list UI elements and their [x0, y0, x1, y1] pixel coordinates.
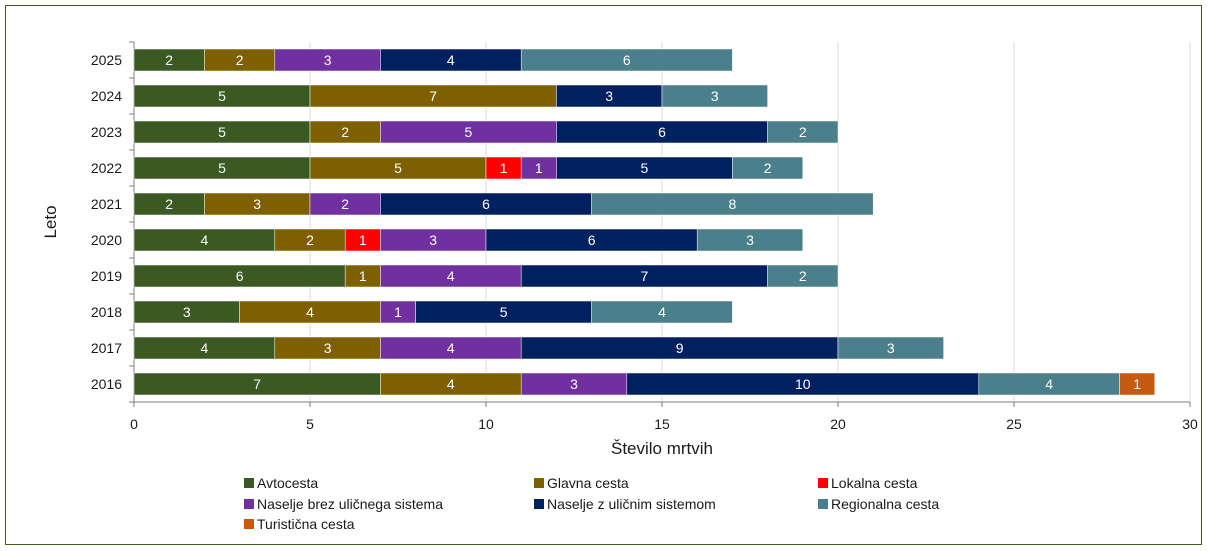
x-tick-label: 15: [654, 416, 670, 432]
bar-value-label: 1: [500, 160, 508, 176]
bar-value-label: 5: [218, 88, 226, 104]
bar-segment: [767, 120, 839, 144]
legend-swatch: [534, 478, 544, 488]
bar-value-label: 1: [535, 160, 543, 176]
x-tick-label: 25: [1006, 416, 1022, 432]
bar-value-label: 3: [429, 232, 437, 248]
bar-value-label: 7: [641, 268, 649, 284]
legend-label: Naselje brez uličnega sistema: [257, 496, 443, 512]
x-tick-label: 5: [306, 416, 314, 432]
bar-value-label: 3: [183, 304, 191, 320]
x-tick-label: 10: [478, 416, 494, 432]
bar-segment: [1119, 372, 1156, 396]
bar-value-label: 5: [641, 160, 649, 176]
bar-value-label: 4: [447, 340, 455, 356]
bar-value-label: 6: [236, 268, 244, 284]
bar-value-label: 1: [359, 232, 367, 248]
bar-value-label: 5: [465, 124, 473, 140]
bar-value-label: 6: [623, 52, 631, 68]
bar-value-label: 3: [324, 340, 332, 356]
legend-label: Lokalna cesta: [831, 475, 918, 491]
legend-swatch: [244, 519, 254, 529]
bar-value-label: 3: [570, 376, 578, 392]
bar-value-label: 2: [764, 160, 772, 176]
y-tick-label: 2021: [91, 196, 122, 212]
legend-label: Turistična cesta: [257, 516, 355, 532]
y-tick-label: 2017: [91, 340, 122, 356]
y-tick-label: 2020: [91, 232, 122, 248]
legend-label: Avtocesta: [257, 475, 318, 491]
bar-segment: [732, 156, 804, 180]
bar-value-label: 2: [341, 124, 349, 140]
legend-label: Glavna cesta: [547, 475, 629, 491]
legend-label: Regionalna cesta: [831, 496, 939, 512]
bar-value-label: 5: [218, 124, 226, 140]
y-tick-label: 2016: [91, 376, 122, 392]
y-tick-label: 2024: [91, 88, 122, 104]
bar-value-label: 3: [711, 88, 719, 104]
legend-swatch: [244, 499, 254, 509]
bar-value-label: 4: [447, 52, 455, 68]
bar-value-label: 5: [500, 304, 508, 320]
bar-value-label: 4: [201, 340, 209, 356]
x-tick-label: 30: [1182, 416, 1198, 432]
legend-swatch: [534, 499, 544, 509]
bar-value-label: 8: [729, 196, 737, 212]
chart-frame: 2025 2024 2023 2022 2021 2020 2019 2018 2017 2016…: [5, 5, 1202, 545]
bar-value-label: 2: [799, 124, 807, 140]
bar-value-label: 3: [253, 196, 261, 212]
bar-value-label: 3: [887, 340, 895, 356]
bar-value-label: 2: [236, 52, 244, 68]
bar-value-label: 2: [341, 196, 349, 212]
x-tick-label: 20: [830, 416, 846, 432]
bar-value-label: 5: [394, 160, 402, 176]
bar-value-label: 2: [165, 52, 173, 68]
x-tick-label: 0: [130, 416, 138, 432]
bar-value-label: 6: [482, 196, 490, 212]
bar-value-label: 7: [253, 376, 261, 392]
bar-segment: [591, 192, 874, 216]
bar-segment: [696, 228, 804, 252]
bar-value-label: 4: [306, 304, 314, 320]
y-tick-label: 2018: [91, 304, 122, 320]
y-tick-label: 2023: [91, 124, 122, 140]
bar-value-label: 4: [1045, 376, 1053, 392]
bar-value-label: 2: [799, 268, 807, 284]
bar-value-label: 2: [306, 232, 314, 248]
bar-segment: [591, 300, 733, 324]
bar-value-label: 2: [165, 196, 173, 212]
bar-value-label: 3: [605, 88, 613, 104]
bar-value-label: 5: [218, 160, 226, 176]
bar-value-label: 6: [588, 232, 596, 248]
bar-segment: [661, 84, 768, 108]
bar-value-label: 3: [746, 232, 754, 248]
bar-segment: [767, 264, 839, 288]
x-axis-title: Število mrtvih: [611, 439, 713, 458]
bar-value-label: 1: [1133, 376, 1141, 392]
bar-value-label: 4: [447, 268, 455, 284]
bar-value-label: 10: [795, 376, 811, 392]
y-tick-label: 2022: [91, 160, 122, 176]
bar-value-label: 4: [201, 232, 209, 248]
bar-value-label: 4: [658, 304, 666, 320]
y-tick-label: 2019: [91, 268, 122, 284]
bar-value-label: 4: [447, 376, 455, 392]
y-axis-title: Leto: [41, 205, 60, 238]
legend-label: Naselje z uličnim sistemom: [547, 496, 716, 512]
bar-segment: [520, 48, 733, 72]
bar-value-label: 6: [658, 124, 666, 140]
bar-value-label: 9: [676, 340, 684, 356]
bar-value-label: 3: [324, 52, 332, 68]
legend-swatch: [244, 478, 254, 488]
bar-segment: [837, 336, 944, 360]
bar-value-label: 1: [359, 268, 367, 284]
legend-swatch: [818, 499, 828, 509]
bar-value-label: 1: [394, 304, 402, 320]
stacked-bar-chart: 2025202420232022202120202019201820172016…: [41, 41, 1198, 532]
bar-value-label: 7: [429, 88, 437, 104]
y-tick-label: 2025: [91, 52, 122, 68]
legend-swatch: [818, 478, 828, 488]
